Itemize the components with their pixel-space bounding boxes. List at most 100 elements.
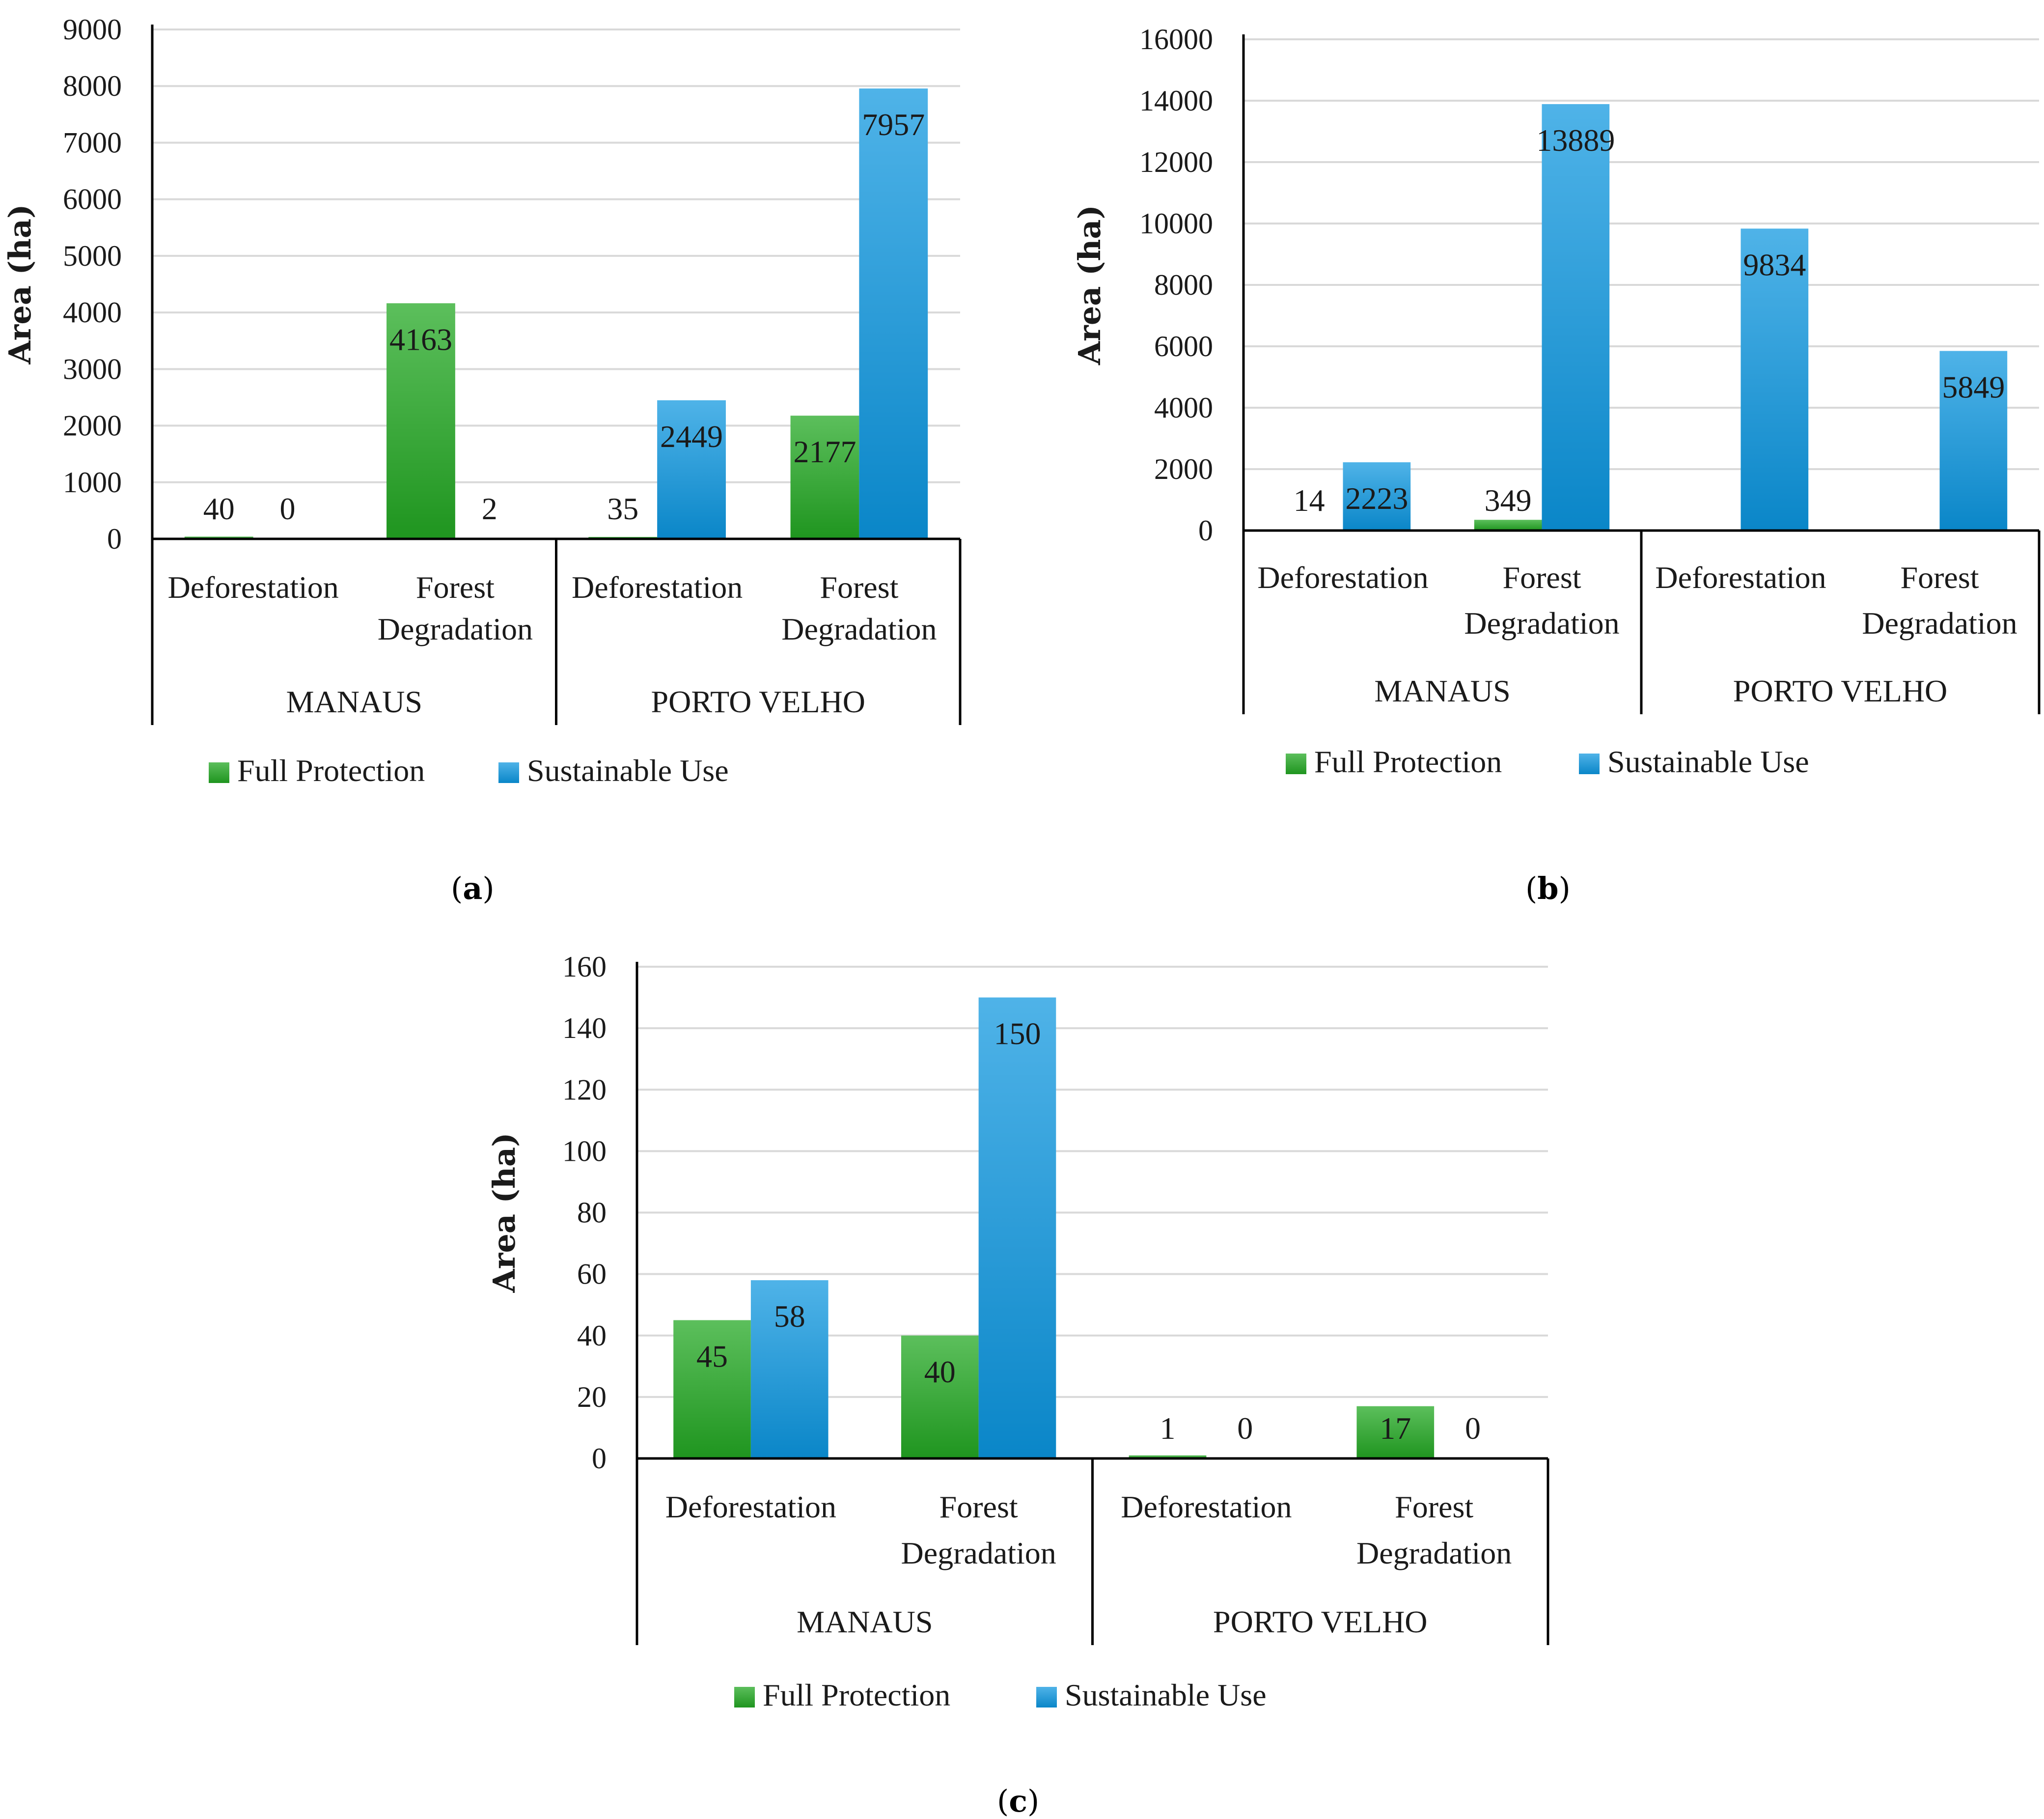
caption-c: (c) xyxy=(997,1783,1040,1819)
legend-swatch-full-protection xyxy=(1286,754,1306,774)
x-group-label: PORTO VELHO xyxy=(651,684,866,719)
bar-full-protection xyxy=(1474,520,1542,531)
data-label: 1 xyxy=(1160,1411,1176,1446)
bar-full-protection xyxy=(673,1320,751,1458)
data-label: 349 xyxy=(1485,483,1532,518)
data-label: 2177 xyxy=(793,434,856,469)
x-group-label: PORTO VELHO xyxy=(1213,1604,1428,1639)
y-tick-label: 160 xyxy=(562,951,607,983)
y-tick-label: 6000 xyxy=(1154,330,1213,363)
data-label: 40 xyxy=(924,1354,956,1389)
data-label: 35 xyxy=(607,491,638,526)
x-category-label: Degradation xyxy=(378,612,533,646)
y-tick-label: 14000 xyxy=(1139,84,1213,117)
data-label: 150 xyxy=(994,1016,1041,1051)
x-category-label: Forest xyxy=(820,570,898,605)
chart-panel-b: 0 2000 4000 6000 8000 10000 12000 14000 16000 Are… xyxy=(1061,0,2044,835)
y-tick-label: 9000 xyxy=(63,13,122,46)
bar-full-protection xyxy=(901,1335,979,1458)
y-tick-label: 0 xyxy=(107,523,122,555)
y-axis-label: Area (ha) xyxy=(1072,205,1107,365)
y-tick-label: 1000 xyxy=(63,466,122,499)
caption-b: (b) xyxy=(1525,870,1571,906)
bar-sustainable-use xyxy=(1542,104,1610,531)
bar-sustainable-use xyxy=(657,400,726,539)
y-tick-label: 4000 xyxy=(63,296,122,329)
chart-b: 0 2000 4000 6000 8000 10000 12000 14000 16000 Are… xyxy=(1072,23,2041,779)
data-label: 0 xyxy=(1465,1411,1481,1446)
y-tick-label: 0 xyxy=(1198,514,1213,547)
x-category-label: Forest xyxy=(1395,1489,1473,1524)
bar-sustainable-use xyxy=(1740,228,1809,531)
bar-sustainable-use xyxy=(859,88,928,539)
legend-label-full-protection: Full Protection xyxy=(237,753,425,788)
x-category-label: Deforestation xyxy=(1121,1489,1292,1524)
x-category-label: Deforestation xyxy=(1655,560,1826,595)
x-category-label: Forest xyxy=(1901,560,1979,595)
y-tick-label: 4000 xyxy=(1154,392,1213,424)
legend-label-full-protection: Full Protection xyxy=(1314,744,1502,779)
x-category-label: Degradation xyxy=(781,612,937,646)
y-tick-label: 20 xyxy=(577,1381,607,1413)
data-label: 45 xyxy=(696,1339,728,1373)
caption-b-letter: b xyxy=(1537,870,1559,906)
x-group-label: MANAUS xyxy=(286,684,422,719)
legend-label-sustainable-use: Sustainable Use xyxy=(1065,1678,1267,1712)
data-label: 2223 xyxy=(1345,481,1408,516)
x-category-label: Deforestation xyxy=(572,570,743,605)
chart-panel-c: 0 20 40 60 80 100 120 140 160 Area (ha) 45 40 1 17 58 1… xyxy=(471,933,1601,1719)
y-tick-label: 6000 xyxy=(63,183,122,216)
legend-label-sustainable-use: Sustainable Use xyxy=(1607,744,1809,779)
data-label: 13889 xyxy=(1536,123,1615,158)
y-tick-label: 60 xyxy=(577,1258,607,1290)
chart-panel-a: 0 1000 2000 3000 4000 5000 6000 7000 8000 9000 Are… xyxy=(0,0,982,835)
x-group-label: MANAUS xyxy=(797,1604,933,1639)
data-label: 9834 xyxy=(1743,247,1806,282)
y-tick-label: 12000 xyxy=(1139,146,1213,178)
y-tick-label: 16000 xyxy=(1139,23,1213,56)
y-tick-label: 5000 xyxy=(63,240,122,272)
y-tick-label: 0 xyxy=(592,1442,607,1475)
legend-label-full-protection: Full Protection xyxy=(763,1678,950,1712)
chart-c: 0 20 40 60 80 100 120 140 160 Area (ha) 45 40 1 17 58 1… xyxy=(486,951,1549,1712)
bar-sustainable-use xyxy=(750,1280,829,1458)
x-group-label: MANAUS xyxy=(1374,673,1510,708)
y-tick-label: 10000 xyxy=(1139,207,1213,240)
y-tick-label: 2000 xyxy=(63,410,122,442)
y-tick-label: 2000 xyxy=(1154,453,1213,485)
y-tick-label: 7000 xyxy=(63,126,122,159)
y-tick-label: 8000 xyxy=(63,70,122,102)
data-label: 14 xyxy=(1294,483,1325,518)
data-label: 4163 xyxy=(389,322,452,357)
x-category-label: Forest xyxy=(1503,560,1581,595)
bar-sustainable-use xyxy=(978,997,1056,1458)
x-category-label: Deforestation xyxy=(167,570,338,605)
y-axis-label: Area (ha) xyxy=(2,204,38,365)
caption-a: (a) xyxy=(451,870,495,906)
caption-a-letter: a xyxy=(463,870,483,906)
x-category-label: Deforestation xyxy=(1257,560,1428,595)
legend-swatch-sustainable-use xyxy=(1036,1687,1057,1707)
data-label: 17 xyxy=(1380,1411,1411,1446)
y-tick-label: 8000 xyxy=(1154,269,1213,301)
legend-label-sustainable-use: Sustainable Use xyxy=(527,753,729,788)
legend-swatch-full-protection xyxy=(209,762,229,783)
bar-sustainable-use xyxy=(1939,351,2008,531)
y-axis-label: Area (ha) xyxy=(486,1133,522,1293)
y-tick-label: 120 xyxy=(562,1073,607,1106)
x-category-label: Degradation xyxy=(901,1536,1056,1570)
data-label: 0 xyxy=(1237,1411,1253,1446)
legend-swatch-sustainable-use xyxy=(1579,754,1600,774)
data-label: 0 xyxy=(280,491,296,526)
data-label: 58 xyxy=(774,1299,805,1334)
bar-full-protection xyxy=(387,303,455,539)
x-category-label: Forest xyxy=(416,570,495,605)
x-category-label: Deforestation xyxy=(665,1489,836,1524)
bar-sustainable-use xyxy=(1343,462,1411,531)
y-tick-label: 3000 xyxy=(63,353,122,385)
bar-full-protection xyxy=(790,416,859,539)
data-label: 2449 xyxy=(660,419,723,454)
caption-c-letter: c xyxy=(1009,1783,1027,1819)
x-group-label: PORTO VELHO xyxy=(1733,673,1948,708)
x-category-label: Degradation xyxy=(1356,1536,1512,1570)
